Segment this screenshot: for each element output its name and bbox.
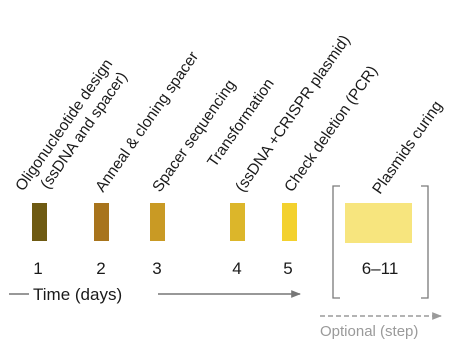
day-number-2: 2 <box>96 259 105 278</box>
right-bracket <box>421 185 429 299</box>
step-2-swatch <box>94 203 109 241</box>
day-number-1: 1 <box>33 259 42 278</box>
day-number-3: 3 <box>152 259 161 278</box>
left-bracket <box>332 185 340 299</box>
day-number-4: 4 <box>232 259 241 278</box>
optional-step-label: Optional (step) <box>320 323 418 340</box>
step-1-swatch <box>32 203 47 241</box>
step-5-label: Check deletion (PCR) <box>281 63 381 196</box>
timeline-label: Time (days) <box>33 285 122 304</box>
step-3-swatch <box>150 203 165 241</box>
step-4-swatch <box>230 203 245 241</box>
step-6-label: Plasmids curing <box>369 98 446 197</box>
day-number-5: 5 <box>283 259 292 278</box>
day-number-6-11: 6–11 <box>362 259 399 278</box>
step-5-swatch <box>282 203 297 241</box>
step-6-swatch <box>345 203 412 243</box>
